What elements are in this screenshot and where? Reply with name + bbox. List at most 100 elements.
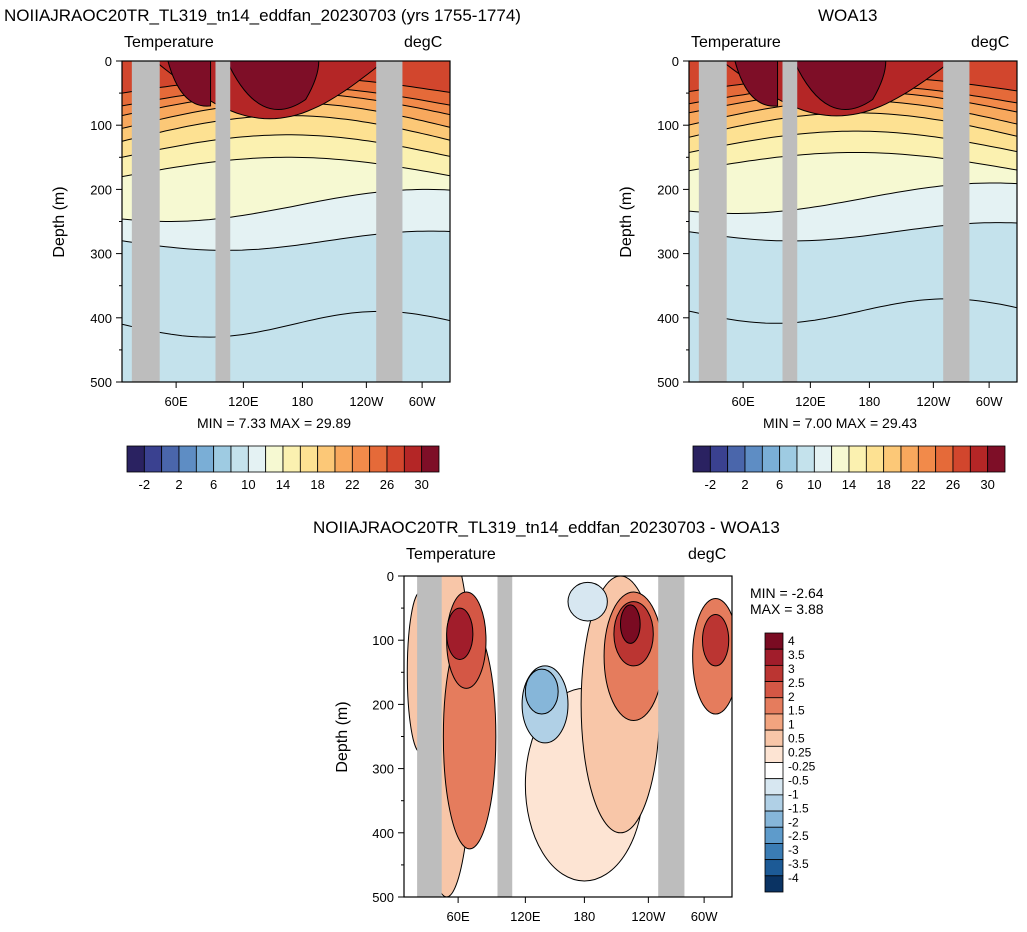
colorbar-swatch bbox=[265, 445, 284, 473]
colorbar-swatch bbox=[848, 445, 867, 473]
colorbar-swatch bbox=[195, 445, 215, 473]
colorbar-swatch bbox=[161, 445, 180, 473]
land-mask bbox=[497, 576, 513, 897]
anomaly-contour bbox=[619, 604, 641, 644]
colorbar-label: 10 bbox=[241, 477, 255, 492]
colorbar-label: 18 bbox=[310, 477, 324, 492]
y-tick-label: 100 bbox=[372, 633, 394, 648]
model-colorbar: -2 2 6 10 14 18 22 26 30 bbox=[126, 445, 440, 492]
colorbar-swatch bbox=[761, 445, 781, 473]
model-panel-title: NOIIAJRAOC20TR_TL319_tn14_eddfan_2023070… bbox=[4, 6, 521, 25]
colorbar-swatch bbox=[764, 875, 784, 893]
colorbar-swatch bbox=[727, 445, 746, 473]
colorbar-label: 2 bbox=[741, 477, 748, 492]
colorbar-swatch bbox=[421, 445, 440, 473]
colorbar-label: -1.5 bbox=[788, 801, 809, 815]
colorbar-label: 6 bbox=[776, 477, 783, 492]
colorbar-swatch bbox=[764, 697, 784, 715]
colorbar-swatch bbox=[299, 445, 319, 473]
y-tick-label: 400 bbox=[90, 311, 112, 326]
colorbar-label: 0.25 bbox=[788, 746, 812, 760]
x-tick-label: 180 bbox=[292, 394, 314, 409]
colorbar-swatch bbox=[692, 445, 711, 473]
colorbar-label: -1 bbox=[788, 787, 799, 801]
colorbar-label: 10 bbox=[807, 477, 821, 492]
obs-y-axis-title: Depth (m) bbox=[618, 186, 635, 258]
y-tick-label: 100 bbox=[90, 118, 112, 133]
colorbar-swatch bbox=[126, 445, 145, 473]
x-tick-label: 60W bbox=[976, 394, 1003, 409]
colorbar-swatch bbox=[764, 826, 784, 844]
colorbar-swatch bbox=[900, 445, 919, 473]
anomaly-contour bbox=[701, 614, 730, 667]
y-tick-label: 100 bbox=[657, 118, 679, 133]
colorbar-swatch bbox=[764, 664, 784, 682]
land-mask bbox=[417, 576, 442, 897]
x-tick-label: 60E bbox=[732, 394, 755, 409]
colorbar-swatch bbox=[386, 445, 405, 473]
colorbar-swatch bbox=[282, 445, 301, 473]
colorbar-label: 2.5 bbox=[788, 676, 805, 690]
diff-variable-label: Temperature bbox=[406, 546, 496, 563]
colorbar-swatch bbox=[247, 445, 267, 473]
warm-core-pacific bbox=[793, 61, 887, 110]
colorbar-label: 18 bbox=[876, 477, 890, 492]
land-mask bbox=[698, 61, 727, 382]
colorbar-label: 30 bbox=[980, 477, 994, 492]
colorbar-swatch bbox=[952, 445, 971, 473]
diff-panel-title: NOIIAJRAOC20TR_TL319_tn14_eddfan_2023070… bbox=[313, 518, 780, 537]
colorbar-label: -2 bbox=[139, 477, 151, 492]
diff-min-label: MIN = -2.64 bbox=[750, 585, 824, 601]
y-tick-label: 500 bbox=[90, 375, 112, 390]
colorbar-swatch bbox=[764, 859, 784, 877]
colorbar-label: 22 bbox=[345, 477, 359, 492]
colorbar-label: -2.5 bbox=[788, 829, 809, 843]
obs-minmax-label: MIN = 7.00 MAX = 29.43 bbox=[763, 415, 918, 431]
y-tick-label: 300 bbox=[90, 247, 112, 262]
colorbar-swatch bbox=[764, 632, 784, 650]
x-tick-label: 120W bbox=[631, 909, 666, 924]
colorbar-label: -4 bbox=[788, 871, 799, 885]
colorbar-label: -0.25 bbox=[788, 760, 816, 774]
colorbar-swatch bbox=[813, 445, 833, 473]
colorbar-swatch bbox=[334, 445, 353, 473]
colorbar-swatch bbox=[230, 445, 249, 473]
model-section-plot: 0 100 200 300 400 500 60E 120E 180 120W 60W bbox=[90, 54, 451, 409]
colorbar-swatch bbox=[764, 681, 784, 699]
colorbar-swatch bbox=[969, 445, 989, 473]
model-unit-label: degC bbox=[404, 34, 443, 51]
y-tick-label: 200 bbox=[657, 182, 679, 197]
colorbar-label: 6 bbox=[210, 477, 217, 492]
diff-colorbar: 43.532.521.510.50.25-0.25-0.5-1-1.5-2-2.… bbox=[764, 632, 816, 893]
land-mask bbox=[943, 61, 970, 382]
colorbar-label: 26 bbox=[380, 477, 394, 492]
colorbar-swatch bbox=[796, 445, 815, 473]
warm-core-pacific bbox=[226, 61, 320, 110]
obs-panel-title: WOA13 bbox=[818, 6, 878, 25]
colorbar-label: 2 bbox=[788, 690, 795, 704]
y-tick-label: 500 bbox=[372, 890, 394, 905]
colorbar-label: 14 bbox=[842, 477, 856, 492]
colorbar-label: 3 bbox=[788, 662, 795, 676]
colorbar-swatch bbox=[764, 648, 784, 666]
colorbar-label: 1 bbox=[788, 718, 795, 732]
land-mask bbox=[376, 61, 403, 382]
model-y-axis-title: Depth (m) bbox=[51, 186, 68, 258]
y-tick-label: 200 bbox=[372, 697, 394, 712]
x-tick-label: 180 bbox=[859, 394, 881, 409]
colorbar-swatch bbox=[935, 445, 954, 473]
obs-unit-label: degC bbox=[971, 34, 1010, 51]
colorbar-swatch bbox=[917, 445, 937, 473]
colorbar-swatch bbox=[764, 778, 784, 796]
colorbar-label: 3.5 bbox=[788, 648, 805, 662]
y-tick-label: 0 bbox=[387, 569, 394, 584]
colorbar-label: 1.5 bbox=[788, 704, 805, 718]
colorbar-swatch bbox=[831, 445, 850, 473]
y-tick-label: 500 bbox=[657, 375, 679, 390]
model-minmax-label: MIN = 7.33 MAX = 29.89 bbox=[197, 415, 352, 431]
warm-core-indian bbox=[734, 61, 779, 107]
land-mask bbox=[782, 61, 798, 382]
diff-max-label: MAX = 3.88 bbox=[750, 601, 824, 617]
colorbar-swatch bbox=[987, 445, 1006, 473]
